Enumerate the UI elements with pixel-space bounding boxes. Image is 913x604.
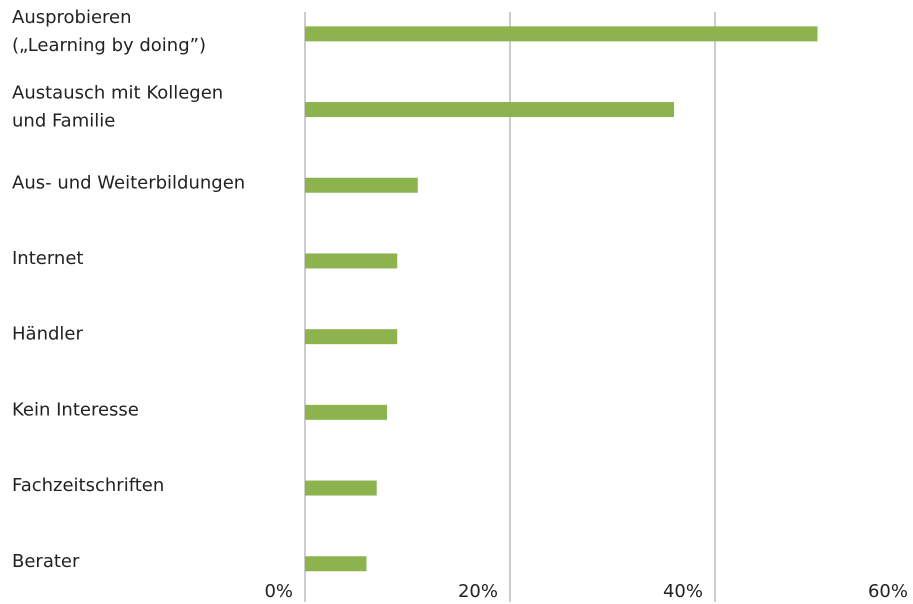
x-tick-label: 40% [663, 581, 703, 602]
y-tick-label: Händler [12, 324, 83, 345]
x-tick-label: 20% [458, 581, 498, 602]
bar [305, 102, 674, 118]
y-tick-label: Austausch mit Kollegen [12, 83, 223, 104]
y-tick-label: und Familie [12, 111, 115, 132]
bar [305, 253, 398, 269]
x-tick-label: 0% [264, 581, 293, 602]
y-tick-label: Ausprobieren [12, 7, 132, 28]
y-tick-label: Berater [12, 551, 80, 572]
bar [305, 480, 377, 496]
y-tick-label: Fachzeitschriften [12, 475, 164, 496]
y-tick-label: Kein Interesse [12, 399, 139, 420]
y-tick-label: Internet [12, 248, 83, 269]
y-tick-label: Aus- und Weiterbildungen [12, 172, 245, 193]
bar [305, 404, 387, 420]
y-tick-label: („Learning by doing”) [12, 35, 206, 56]
bar [305, 177, 418, 193]
x-tick-label: 60% [868, 581, 908, 602]
bar [305, 329, 398, 345]
bar [305, 556, 367, 572]
bar [305, 26, 818, 42]
